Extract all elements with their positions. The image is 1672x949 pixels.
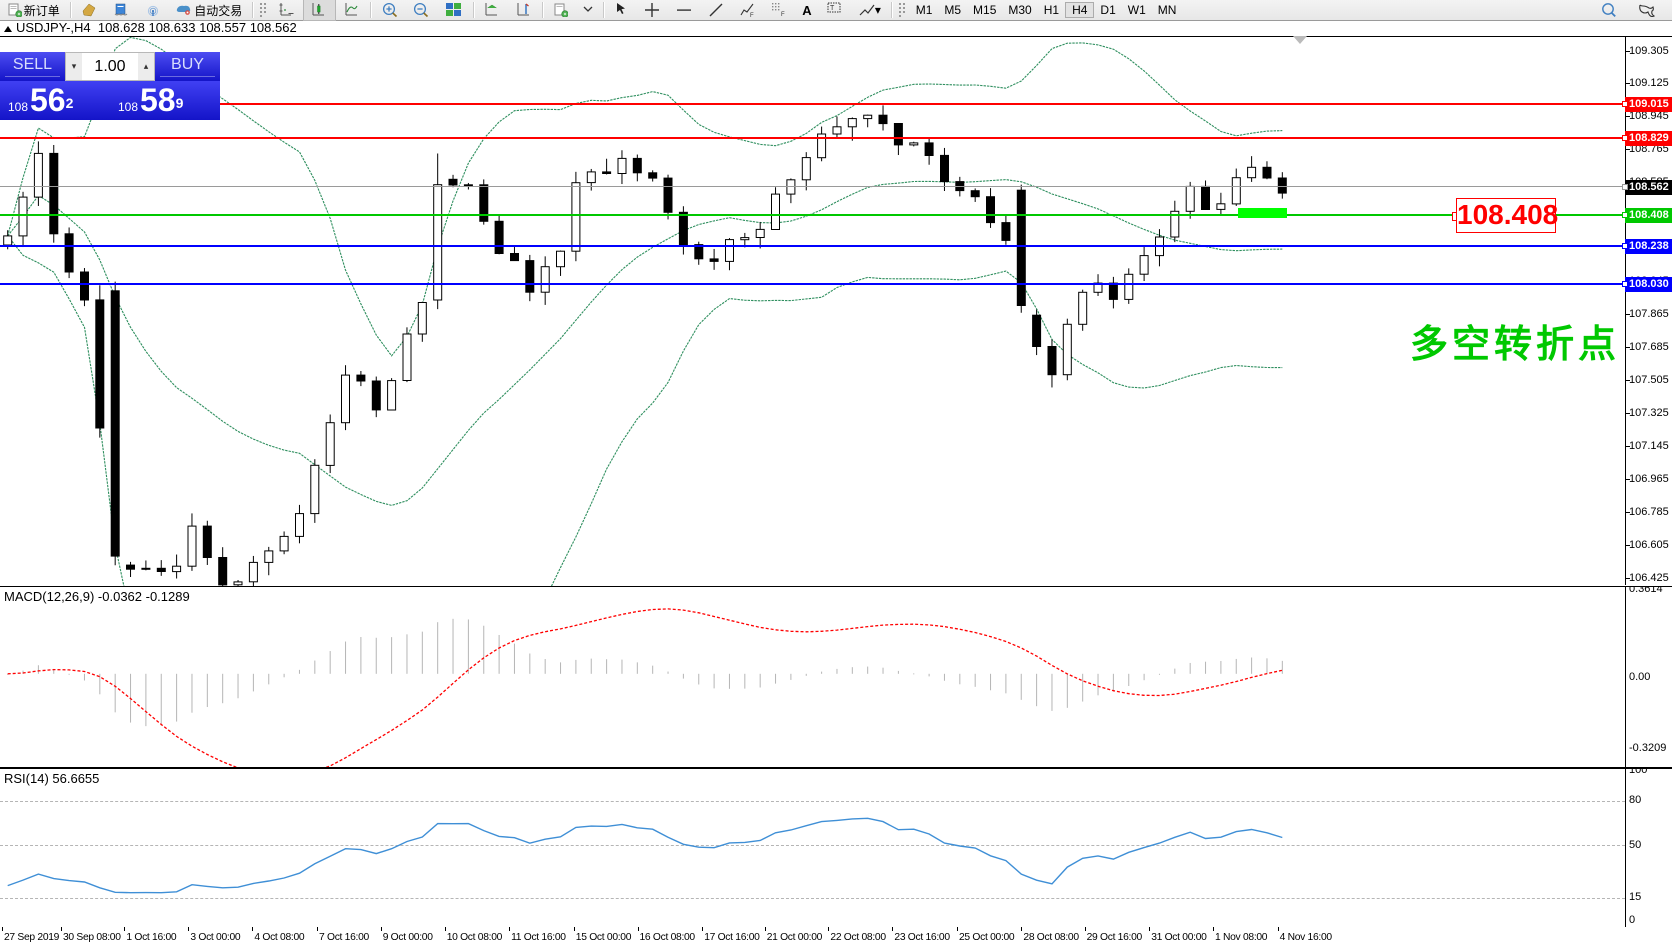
svg-text:F: F [781, 12, 785, 18]
svg-text:T: T [830, 5, 835, 12]
svg-text:F: F [750, 13, 754, 18]
